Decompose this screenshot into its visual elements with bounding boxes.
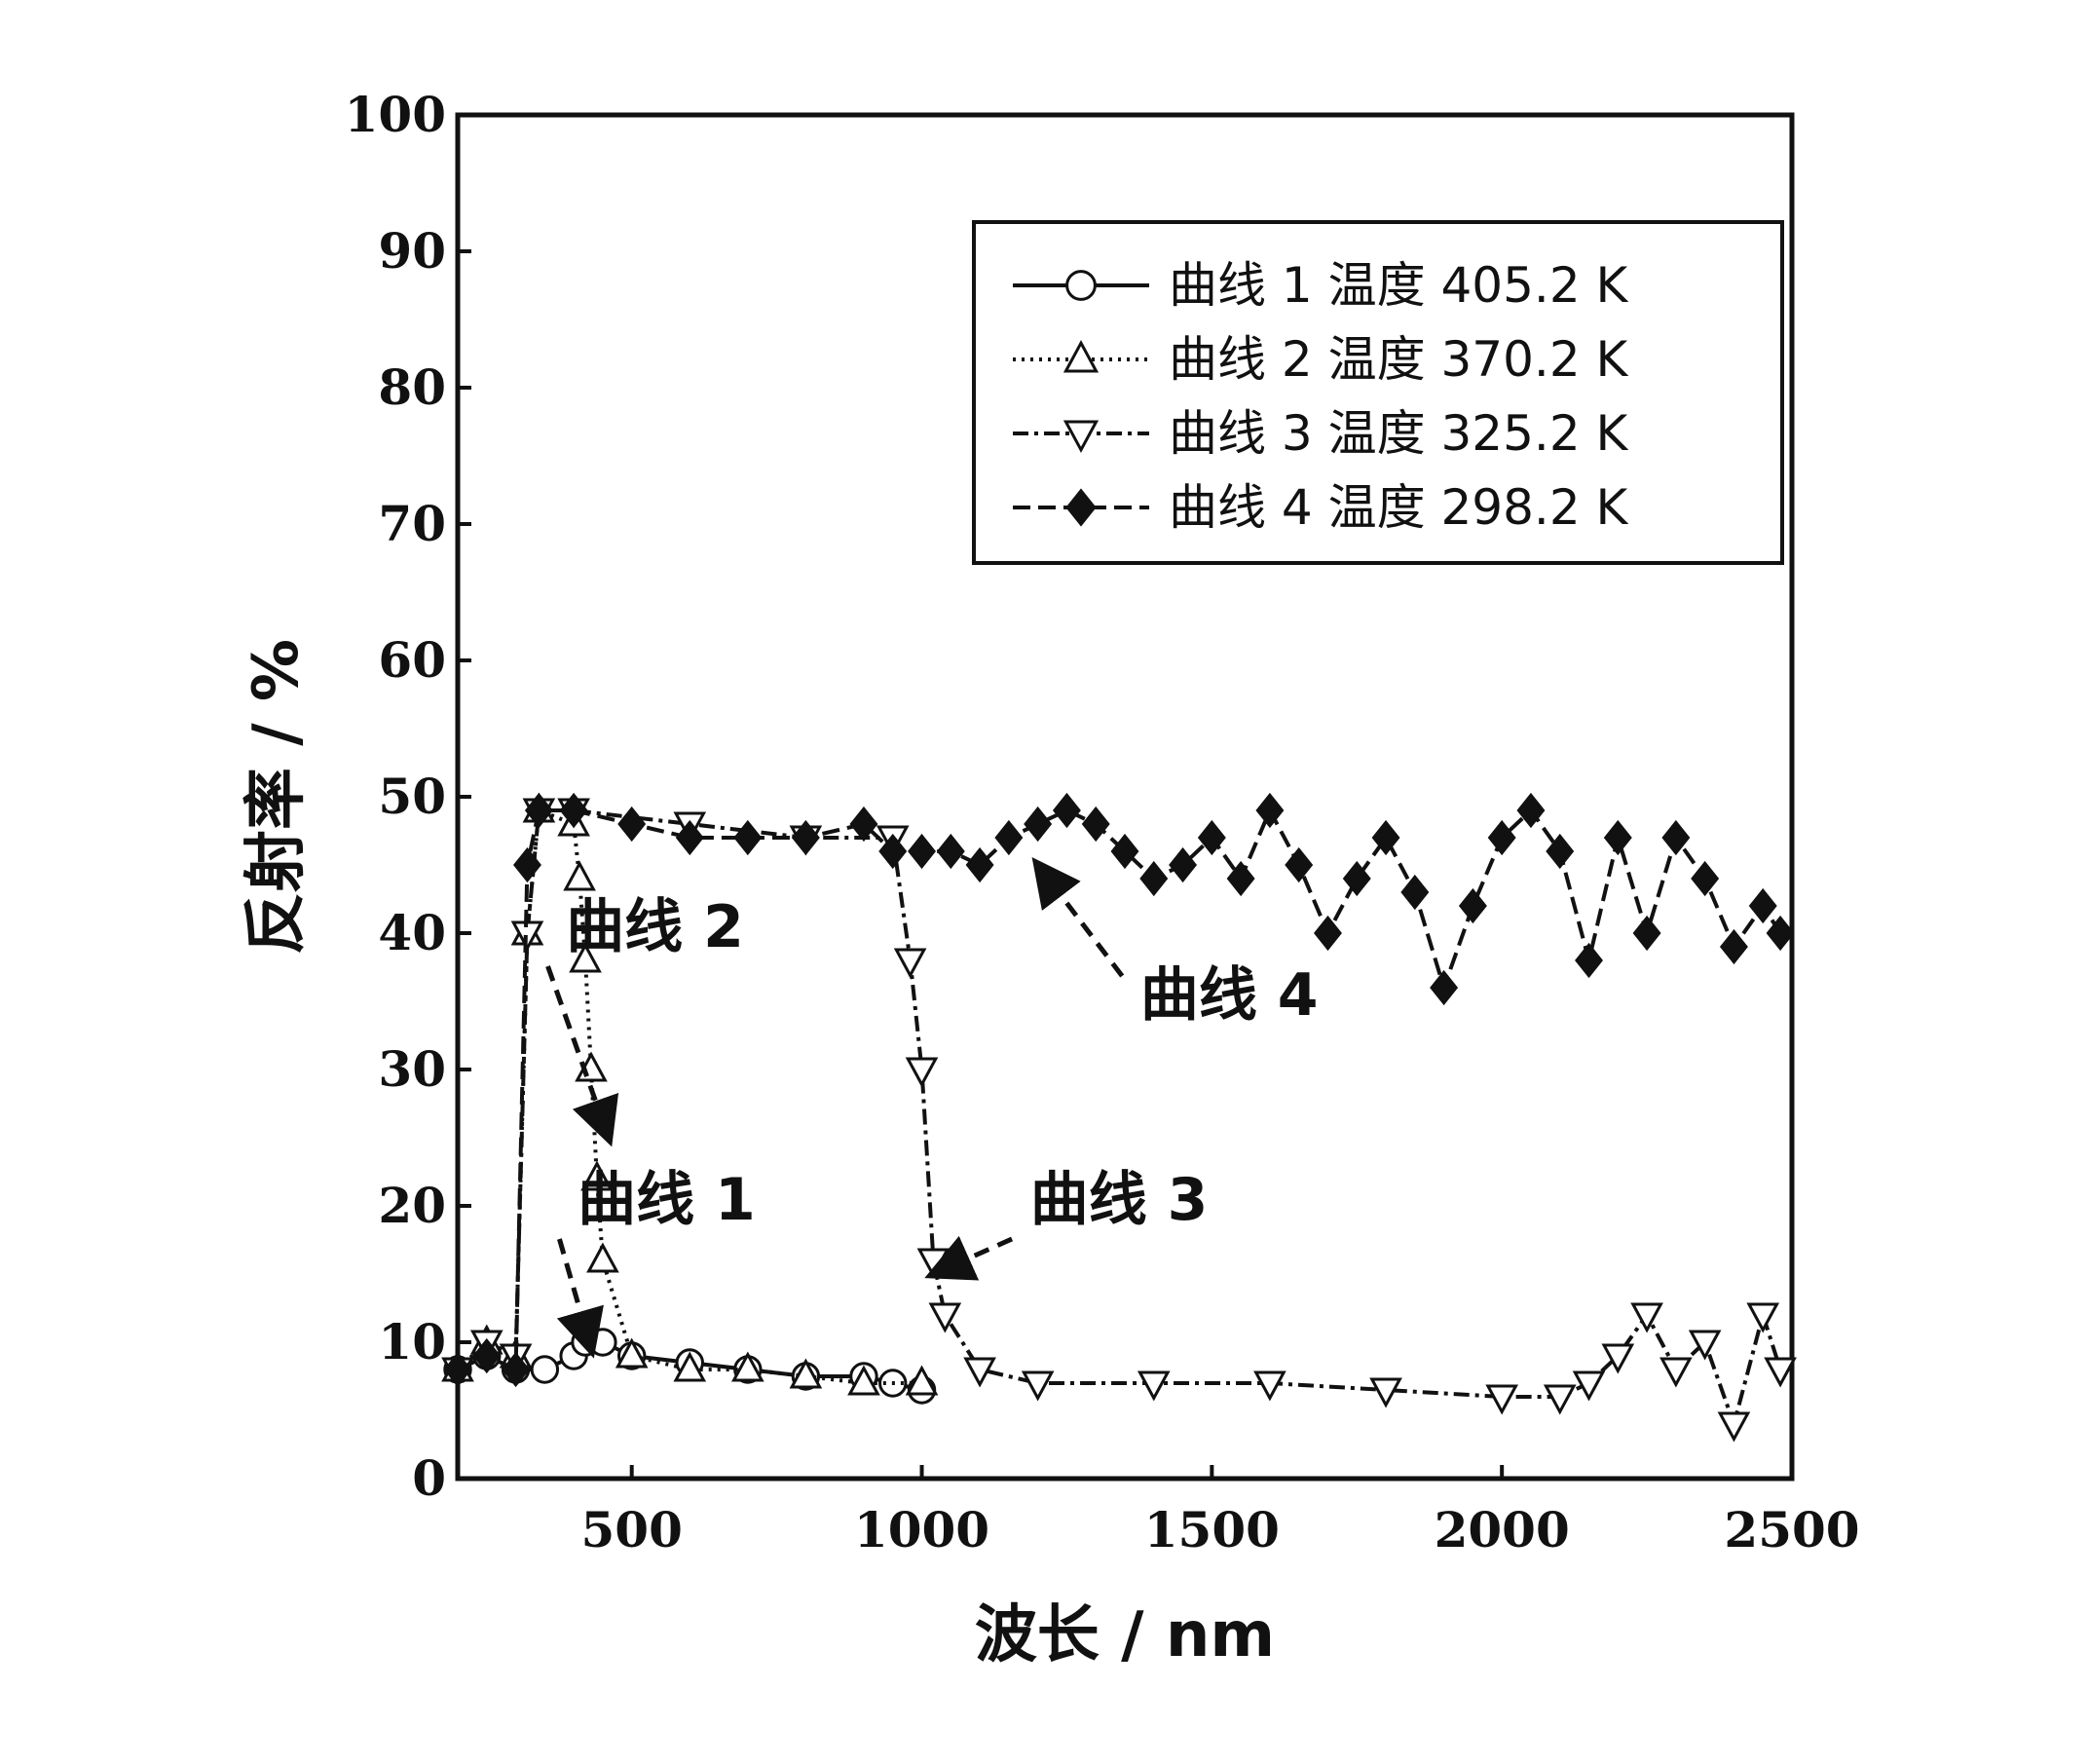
data-point (931, 1304, 959, 1330)
data-point (1024, 1372, 1052, 1398)
data-point (1576, 945, 1601, 977)
legend-label: 曲线 4 温度 298.2 K (1169, 479, 1629, 536)
data-point (1199, 822, 1224, 854)
y-tick-label: 20 (378, 1177, 446, 1234)
data-point (532, 1357, 557, 1382)
y-tick-label: 10 (378, 1313, 446, 1370)
x-tick-label: 2000 (1435, 1501, 1570, 1558)
legend-label: 曲线 2 温度 370.2 K (1169, 331, 1629, 388)
data-point (1141, 863, 1167, 895)
data-point (1257, 795, 1283, 827)
data-point (996, 822, 1022, 854)
data-point (1112, 836, 1137, 868)
data-point (1315, 918, 1340, 950)
series-layer (444, 795, 1795, 1440)
data-point (1634, 918, 1659, 950)
annotation: 曲线 3 (933, 1166, 1208, 1274)
y-axis-title: 反射率 / % (241, 639, 313, 955)
y-tick-label: 50 (378, 768, 446, 825)
data-point (908, 1059, 936, 1084)
data-point (909, 836, 934, 868)
data-point (967, 849, 992, 882)
data-point (1749, 1304, 1777, 1330)
annotation: 曲线 1 (559, 1166, 755, 1349)
data-point (1083, 808, 1108, 841)
legend: 曲线 1 温度 405.2 K 曲线 2 温度 370.2 K 曲线 3 温度 32… (974, 222, 1782, 563)
data-point (1518, 795, 1544, 827)
annotation: 曲线 2 (548, 893, 744, 1138)
y-tick-label: 60 (378, 631, 446, 689)
x-axis-title: 波长 / nm (975, 1599, 1275, 1671)
data-point (1139, 1372, 1168, 1398)
data-point (566, 864, 594, 889)
data-point (1402, 877, 1428, 909)
y-tick-label: 40 (378, 904, 446, 961)
data-point (1605, 822, 1630, 854)
data-point (735, 822, 761, 854)
data-point (1488, 1386, 1516, 1411)
y-tick-label: 80 (378, 358, 446, 416)
data-point (1067, 272, 1096, 300)
data-point (1460, 890, 1485, 922)
annotation-label: 曲线 3 (1030, 1166, 1209, 1234)
x-tick-label: 500 (581, 1501, 683, 1558)
annotation: 曲线 4 (1038, 865, 1319, 1030)
legend-label: 曲线 3 温度 325.2 K (1169, 405, 1629, 462)
data-point (1025, 808, 1050, 841)
annotation-label: 曲线 2 (566, 893, 744, 961)
data-point (1721, 931, 1746, 963)
data-point (1750, 890, 1775, 922)
y-tick-label: 90 (378, 222, 446, 280)
data-point (1431, 972, 1456, 1004)
series-4 (445, 795, 1793, 1386)
x-tick-label: 2500 (1724, 1501, 1859, 1558)
x-tick-label: 1500 (1144, 1501, 1280, 1558)
data-point (1170, 849, 1195, 882)
data-point (851, 808, 876, 841)
y-axis-ticks: 0 10 20 30 40 50 60 70 80 90 100 (345, 86, 471, 1507)
data-point (1720, 1413, 1748, 1439)
y-tick-label: 70 (378, 495, 446, 552)
data-point (618, 808, 644, 841)
data-point (896, 950, 924, 975)
data-point (880, 836, 906, 868)
annotation-arrow (548, 966, 609, 1138)
data-point (1054, 795, 1079, 827)
annotation-label: 曲线 1 (578, 1166, 756, 1234)
annotation-arrow (1038, 865, 1123, 976)
data-point (1692, 863, 1717, 895)
data-point (1662, 1359, 1691, 1384)
y-tick-label: 0 (412, 1449, 446, 1507)
annotation-label: 曲线 4 (1140, 961, 1319, 1030)
y-tick-label: 100 (345, 86, 446, 143)
y-tick-label: 30 (378, 1040, 446, 1098)
data-point (938, 836, 963, 868)
data-point (1286, 849, 1311, 882)
data-point (1575, 1372, 1603, 1398)
data-point (1633, 1304, 1661, 1330)
legend-label: 曲线 1 温度 405.2 K (1169, 257, 1629, 314)
x-tick-label: 1000 (854, 1501, 989, 1558)
data-point (677, 822, 702, 854)
data-point (1489, 822, 1514, 854)
data-point (589, 1246, 617, 1271)
data-point (1546, 1386, 1574, 1411)
data-point (590, 1330, 615, 1355)
